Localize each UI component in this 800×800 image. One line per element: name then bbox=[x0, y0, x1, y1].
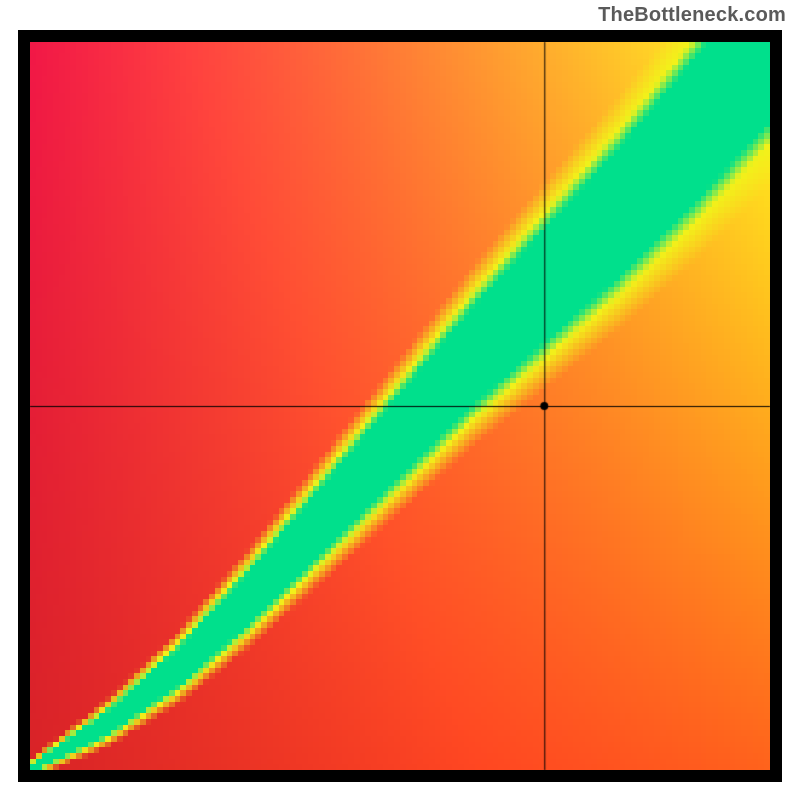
root: { "watermark": { "text": "TheBottleneck.… bbox=[0, 0, 800, 800]
heatmap-canvas bbox=[18, 30, 782, 782]
watermark-text: TheBottleneck.com bbox=[598, 4, 786, 27]
heatmap-plot bbox=[18, 30, 782, 782]
